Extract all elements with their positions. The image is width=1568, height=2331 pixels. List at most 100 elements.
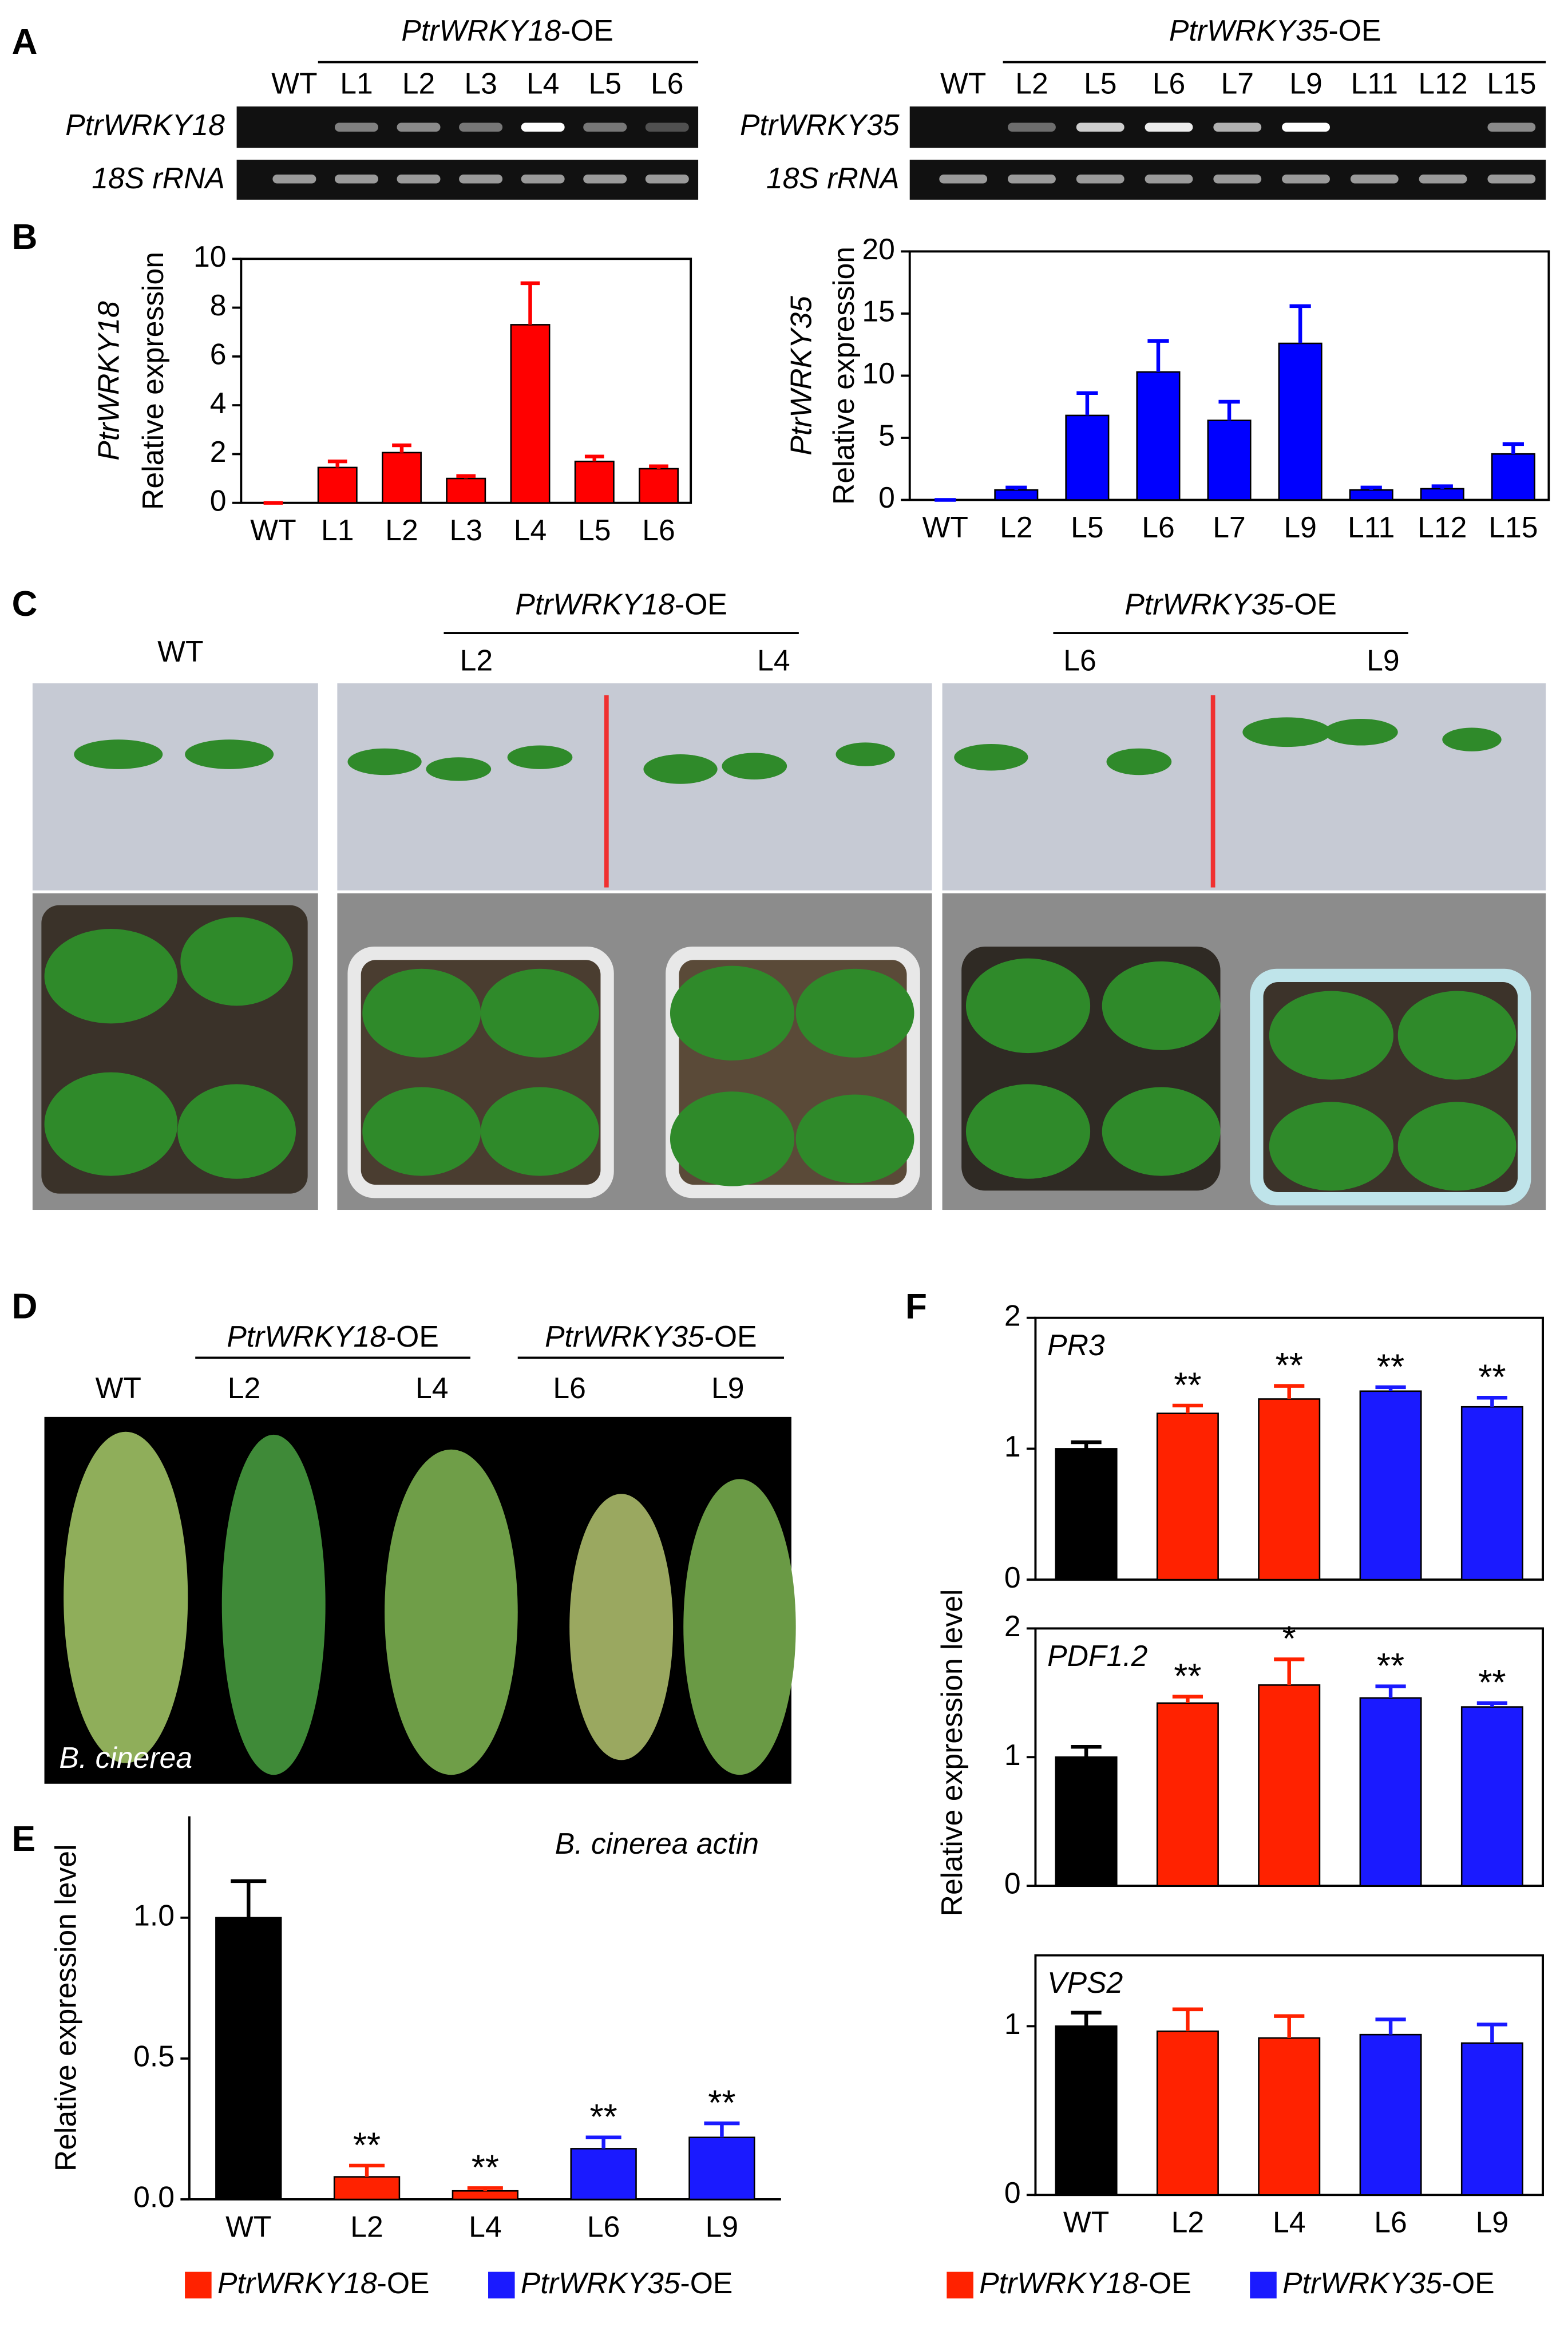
line-label: L6: [553, 1371, 586, 1404]
bar: [1491, 453, 1535, 501]
y-tick-label: 20: [862, 232, 895, 266]
photo: [942, 683, 1546, 891]
error-bar: [1071, 2011, 1102, 2027]
group-header: PtrWRKY35-OE: [1124, 587, 1337, 620]
y-tick-label: 15: [862, 295, 895, 328]
x-tick-label: L2: [1000, 510, 1033, 544]
bar: [1055, 1448, 1118, 1581]
error-bar: [1476, 1701, 1507, 1707]
chart-title: PR3: [1047, 1328, 1105, 1362]
y-tick-label: 0.5: [133, 2040, 175, 2073]
gel-row-label: 18S rRNA: [92, 161, 225, 195]
lane-label: WT: [940, 67, 986, 100]
gel-band: [1076, 174, 1124, 184]
gel-row-label: PtrWRKY35: [740, 108, 900, 141]
line-label: L2: [460, 643, 493, 676]
x-tick-label: L9: [1476, 2206, 1509, 2239]
significance-label: **: [472, 2148, 499, 2188]
bar: [317, 466, 358, 504]
x-tick-label: L6: [1374, 2206, 1407, 2239]
lane-label: L4: [526, 67, 560, 100]
line-label: L9: [1367, 643, 1400, 676]
error-bar: [1274, 1384, 1305, 1399]
lane-label: L2: [402, 67, 435, 100]
group-label: WT: [157, 635, 203, 668]
lane-label: L9: [1289, 67, 1322, 100]
error-bar: [456, 474, 476, 479]
bar: [1156, 1702, 1219, 1887]
bar: [1359, 1697, 1422, 1887]
x-tick-label: L11: [1348, 510, 1395, 544]
error-bar: [1071, 1440, 1102, 1449]
x-tick-label: L5: [578, 513, 611, 547]
line-label: L4: [415, 1371, 449, 1404]
bar: [994, 489, 1039, 501]
gel-band: [1282, 174, 1330, 184]
bar: [452, 2190, 519, 2201]
gel-row-label: PtrWRKY18: [65, 108, 225, 141]
y-tick-label: 1: [1004, 1738, 1021, 1771]
x-tick-label: L12: [1417, 510, 1467, 544]
gel-band: [583, 122, 627, 132]
y-axis-label: Relative expression level: [935, 1589, 968, 1917]
bar: [1207, 419, 1252, 501]
group-header: PtrWRKY18-OE: [515, 587, 727, 620]
gel-band: [1008, 122, 1056, 132]
gel-band: [939, 174, 988, 184]
gel-row-label: 18S rRNA: [766, 161, 900, 195]
lane-label: WT: [271, 67, 317, 100]
leaf: [221, 1434, 326, 1775]
bar: [1258, 1398, 1321, 1581]
leaf: [683, 1479, 796, 1775]
y-tick-label: 0: [1004, 2176, 1021, 2209]
significance-label: **: [1377, 1347, 1404, 1387]
gel-band: [1282, 122, 1330, 132]
lane-label: L5: [1084, 67, 1117, 100]
gel-band: [1213, 122, 1262, 132]
error-bar: [1071, 1745, 1102, 1758]
y-axis-label: Relative expression: [827, 247, 860, 505]
error-bar: [231, 1879, 267, 1918]
x-tick-label: L2: [1171, 2206, 1205, 2239]
bar: [1359, 2033, 1422, 2196]
y-tick-label: 0: [878, 481, 895, 514]
x-tick-label: L4: [469, 2210, 502, 2243]
y-tick-label: 4: [210, 386, 227, 419]
plot-frame: [240, 258, 692, 504]
y-tick-label: 6: [210, 337, 227, 370]
x-tick-label: WT: [250, 513, 296, 547]
x-tick-label: L5: [1071, 510, 1104, 544]
seedling-photos: WT PtrWRKY18-OE L2 L4 PtrWRKY35-OE L6 L9: [32, 587, 1546, 1210]
gel-header: PtrWRKY18-OE: [401, 14, 613, 47]
bar: [1258, 2037, 1321, 2196]
bar: [688, 2136, 755, 2201]
error-bar: [1476, 1395, 1507, 1407]
y-axis-gene: PtrWRKY18: [92, 301, 125, 461]
gel-band: [521, 174, 565, 184]
bar: [1055, 1756, 1118, 1887]
gel-band: [459, 122, 503, 132]
x-tick-label: L1: [321, 513, 354, 547]
gel-band: [1076, 122, 1124, 132]
y-tick-label: 2: [210, 435, 227, 468]
legend-swatch: [947, 2271, 973, 2299]
legend-label: PtrWRKY18-OE: [979, 2266, 1191, 2300]
bar: [382, 452, 422, 504]
x-tick-label: L7: [1213, 510, 1246, 544]
lane-label: L7: [1221, 67, 1254, 100]
significance-label: **: [1478, 1663, 1506, 1703]
bar: [1349, 489, 1393, 501]
bar: [1258, 1684, 1321, 1887]
panel-label: E: [12, 1819, 35, 1859]
bar: [1460, 1406, 1523, 1581]
gel-band: [1487, 174, 1536, 184]
x-tick-label: WT: [922, 510, 968, 544]
error-bar: [1274, 1657, 1305, 1685]
legend-label: PtrWRKY18-OE: [217, 2266, 430, 2300]
bar: [570, 2148, 637, 2201]
significance-label: *: [1282, 1620, 1296, 1659]
bar: [1460, 1706, 1523, 1887]
significance-label: **: [1174, 1366, 1201, 1405]
lane-label: L1: [340, 67, 373, 100]
x-tick-label: L2: [350, 2210, 383, 2243]
